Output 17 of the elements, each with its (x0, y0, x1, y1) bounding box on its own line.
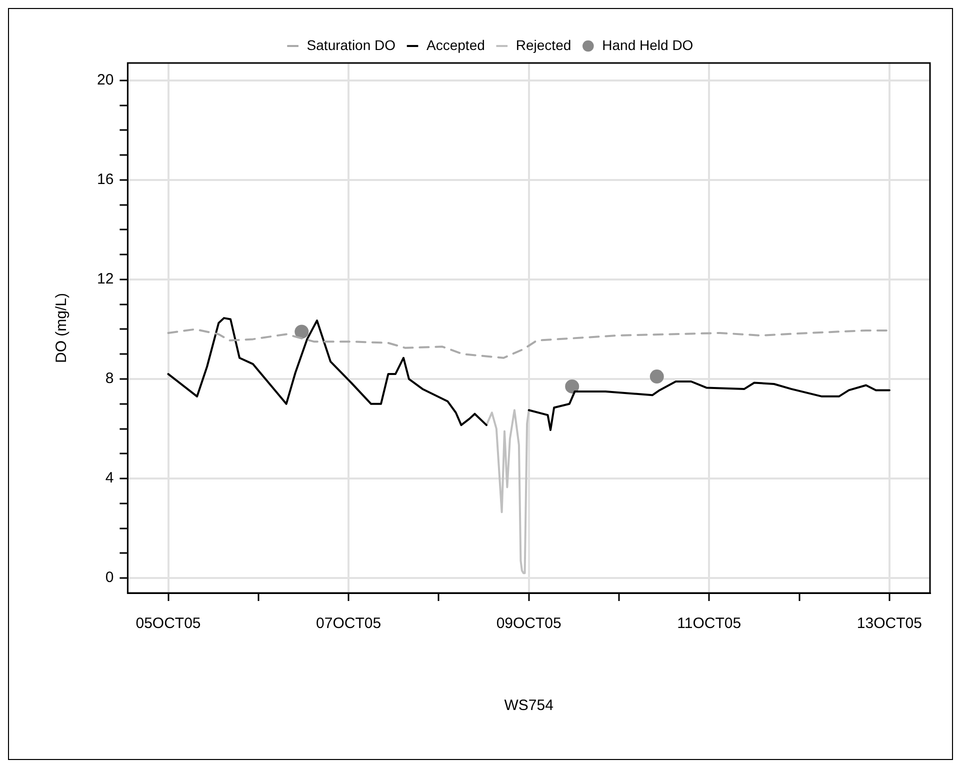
y-axis-title: DO (mg/L) (53, 292, 70, 364)
legend-label: Hand Held DO (602, 36, 694, 53)
x-tick-label: 07OCT05 (316, 615, 382, 632)
y-tick-label: 8 (105, 370, 114, 388)
x-tick-label: 09OCT05 (496, 615, 562, 632)
y-tick-label: 12 (96, 270, 114, 288)
legend-label: Rejected (516, 36, 572, 53)
x-tick-label: 11OCT05 (677, 615, 742, 632)
y-tick-label: 4 (105, 470, 114, 487)
legend-label: Saturation DO (306, 36, 396, 53)
y-tick-label: 20 (96, 72, 114, 89)
x-axis-title: WS754 (504, 697, 554, 714)
x-tick-label: 13OCT05 (856, 615, 922, 632)
y-tick-label: 0 (105, 569, 114, 586)
x-tick-label: 05OCT05 (136, 615, 201, 632)
y-tick-label: 16 (96, 171, 114, 188)
legend-label: Accepted (426, 36, 485, 53)
